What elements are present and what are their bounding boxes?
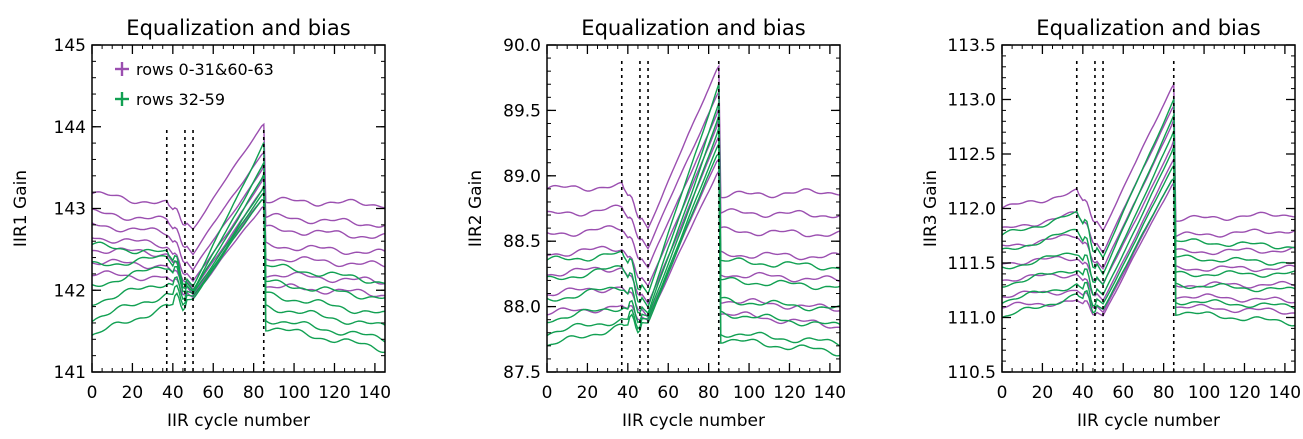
y-axis-label: IIR2 Gain — [466, 170, 486, 247]
x-axis-label: IIR cycle number — [1077, 411, 1220, 431]
x-axis-label: IIR cycle number — [167, 411, 310, 431]
y-tick-label: 141 — [54, 363, 86, 383]
series-line-purple-1 — [1002, 82, 1295, 232]
legend: rows 0-31&60-63 rows 32-59 — [115, 60, 274, 109]
y-tick-label: 90.0 — [503, 36, 541, 56]
series-line-purple-7 — [547, 168, 840, 329]
y-tick-label: 142 — [54, 281, 86, 301]
y-axis-label: IIR3 Gain — [921, 170, 941, 247]
series-line-green-11 — [92, 185, 385, 326]
series-line-purple-6 — [92, 198, 385, 296]
series-line-purple-1 — [547, 63, 840, 230]
x-axis-label: IIR cycle number — [622, 411, 765, 431]
x-tick-label: 0 — [997, 383, 1008, 403]
series-line-green-13 — [92, 199, 385, 354]
x-tick-label: 20 — [122, 383, 144, 403]
series-line-purple-3 — [547, 108, 840, 269]
y-tick-label: 112.0 — [947, 200, 996, 220]
x-tick-label: 60 — [657, 383, 679, 403]
series-line-purple-2 — [1002, 103, 1295, 255]
series-line-purple-3 — [92, 165, 385, 272]
series-line-purple-1 — [92, 122, 385, 231]
x-tick-label: 40 — [1072, 383, 1094, 403]
x-tick-label: 80 — [1153, 383, 1175, 403]
y-tick-label: 89.5 — [503, 101, 541, 121]
series-group — [92, 122, 385, 354]
x-tick-label: 60 — [202, 383, 224, 403]
series-line-green-10 — [547, 115, 840, 315]
x-tick-label: 40 — [617, 383, 639, 403]
series-line-green-9 — [547, 102, 840, 309]
series-line-green-12 — [547, 143, 840, 347]
x-tick-label: 140 — [1269, 383, 1301, 403]
legend-label: rows 32-59 — [136, 90, 225, 109]
x-tick-label: 0 — [542, 383, 553, 403]
series-line-purple-4 — [92, 175, 385, 283]
y-tick-label: 111.0 — [947, 309, 996, 329]
series-line-green-11 — [1002, 146, 1295, 297]
series-line-purple-7 — [1002, 180, 1295, 317]
series-group — [1002, 82, 1295, 327]
y-axis-label: IIR1 Gain — [11, 170, 31, 247]
series-line-green-8 — [1002, 98, 1295, 260]
x-tick-label: 120 — [318, 383, 350, 403]
series-line-green-9 — [92, 162, 385, 300]
series-line-green-13 — [547, 151, 840, 357]
series-line-green-12 — [92, 191, 385, 343]
y-tick-label: 145 — [54, 36, 86, 56]
series-line-green-11 — [547, 127, 840, 327]
y-tick-label: 111.5 — [947, 254, 996, 274]
x-tick-label: 60 — [1112, 383, 1134, 403]
x-tick-label: 100 — [1188, 383, 1220, 403]
series-line-green-9 — [1002, 114, 1295, 276]
series-group — [547, 63, 840, 357]
x-tick-label: 140 — [359, 383, 391, 403]
y-tick-label: 87.5 — [503, 363, 541, 383]
chart-panel-2: 0 20 40 60 80 100 120 140 87.5 88.0 88.5 89.0 89.5 90… — [466, 16, 846, 431]
series-line-purple-4 — [1002, 139, 1295, 286]
y-tick-label: 89.0 — [503, 167, 541, 187]
x-tick-label: 80 — [698, 383, 720, 403]
chart-title: Equalization and bias — [126, 16, 350, 40]
series-line-purple-2 — [547, 89, 840, 251]
series-line-green-13 — [1002, 177, 1295, 327]
legend-label: rows 0-31&60-63 — [136, 60, 274, 79]
chart-panel-3: 0 20 40 60 80 100 120 140 110.5 111.0 111.5 112.0 11… — [921, 16, 1301, 431]
chart-title: Equalization and bias — [1036, 16, 1260, 40]
series-line-purple-7 — [92, 204, 385, 299]
series-line-purple-5 — [547, 136, 840, 305]
y-tick-label: 110.5 — [947, 363, 996, 383]
x-tick-label: 120 — [773, 383, 805, 403]
y-tick-label: 113.5 — [947, 36, 996, 56]
plot-frame — [546, 44, 841, 373]
y-tick-label: 112.5 — [947, 145, 996, 165]
series-line-purple-6 — [547, 157, 840, 319]
y-tick-label: 143 — [54, 200, 86, 220]
series-line-green-8 — [92, 142, 385, 288]
x-tick-label: 20 — [1032, 383, 1054, 403]
x-tick-label: 100 — [733, 383, 765, 403]
series-line-green-10 — [92, 173, 385, 315]
x-tick-label: 140 — [814, 383, 846, 403]
series-line-green-8 — [547, 83, 840, 296]
series-line-purple-2 — [92, 151, 385, 256]
series-line-purple-3 — [1002, 119, 1295, 270]
x-tick-label: 0 — [87, 383, 98, 403]
chart-title: Equalization and bias — [581, 16, 805, 40]
series-line-purple-4 — [547, 119, 840, 288]
x-tick-label: 80 — [243, 383, 265, 403]
series-line-green-12 — [1002, 163, 1295, 310]
x-tick-label: 100 — [278, 383, 310, 403]
y-tick-label: 88.0 — [503, 298, 541, 318]
x-tick-label: 20 — [577, 383, 599, 403]
y-tick-label: 113.0 — [947, 91, 996, 111]
x-tick-label: 120 — [1228, 383, 1260, 403]
y-tick-label: 144 — [54, 118, 86, 138]
x-tick-label: 40 — [162, 383, 184, 403]
series-line-green-10 — [1002, 130, 1295, 286]
series-line-purple-5 — [92, 185, 385, 291]
y-tick-label: 88.5 — [503, 232, 541, 252]
chart-panel-1: 0 20 40 60 80 100 120 140 141 142 143 144 145 Equaliz… — [11, 16, 391, 431]
